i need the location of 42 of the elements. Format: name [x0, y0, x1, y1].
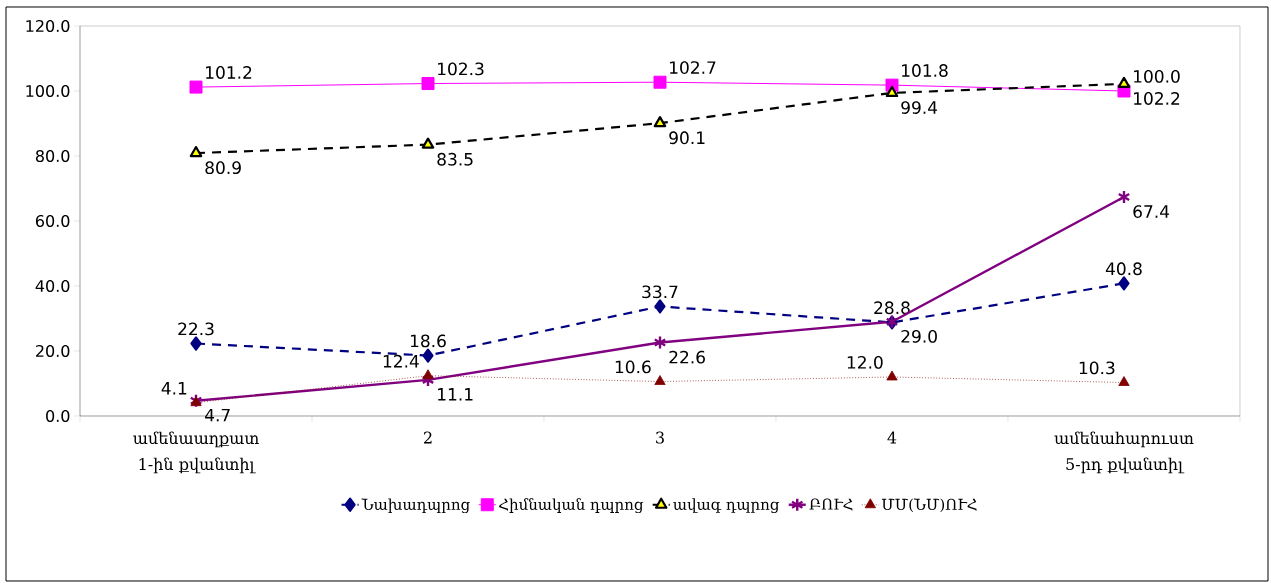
- data-label: 90.1: [669, 131, 705, 145]
- data-label: 100.0: [1134, 69, 1180, 83]
- data-label: 101.2: [206, 66, 252, 79]
- y-tick-label: 100.0: [26, 84, 70, 98]
- data-label: 99.4: [901, 101, 938, 114]
- y-tick-label: 40.0: [35, 279, 70, 293]
- y-tick-label: 0.0: [46, 409, 70, 423]
- x-tick-label: ամենաաղքատ 1-ին քվանտիլ: [133, 431, 259, 474]
- data-label: 33.7: [642, 285, 678, 299]
- data-label: 83.5: [437, 152, 473, 166]
- legend-label: ԲՈՒՀ: [809, 498, 853, 511]
- data-label: 101.8: [902, 64, 948, 77]
- data-label: 80.9: [205, 161, 241, 175]
- data-label: 4.7: [205, 408, 230, 422]
- legend-label: Հիմնական դպրոց: [499, 498, 644, 514]
- data-label: 12.4: [383, 354, 419, 368]
- legend-label: ՄՄ(ՆՄ)ՈՒՀ: [881, 498, 977, 513]
- y-tick-label: 20.0: [36, 344, 70, 358]
- data-label: 12.0: [847, 355, 883, 369]
- legend-label: Նախադպրոց: [361, 498, 470, 514]
- data-label: 102.7: [670, 61, 716, 75]
- data-label: 102.3: [438, 62, 484, 76]
- legend-label: ավագ դպրոց: [673, 498, 780, 514]
- data-label: 29.0: [901, 329, 937, 343]
- x-tick-label: 2: [423, 431, 432, 444]
- x-tick-label: 3: [656, 431, 664, 444]
- data-label: 11.1: [438, 388, 473, 401]
- data-label: 10.3: [1079, 361, 1115, 375]
- data-label: 10.6: [615, 360, 651, 374]
- y-tick-label: 120.0: [26, 19, 70, 33]
- y-tick-label: 60.0: [35, 214, 70, 228]
- data-label: 22.3: [178, 322, 214, 336]
- x-tick-label: ամենահարուստ 5-րդ քվանտիլ: [1054, 431, 1194, 474]
- x-tick-label: 4: [887, 431, 897, 444]
- data-label: 67.4: [1133, 205, 1170, 218]
- data-label: 40.8: [1105, 262, 1142, 276]
- data-label: 28.8: [874, 301, 910, 315]
- data-label: 102.2: [1134, 92, 1180, 105]
- data-label: 18.6: [410, 334, 446, 348]
- y-tick-label: 80.0: [35, 149, 70, 163]
- data-label: 4.1: [161, 382, 187, 395]
- data-label: 22.6: [669, 350, 705, 364]
